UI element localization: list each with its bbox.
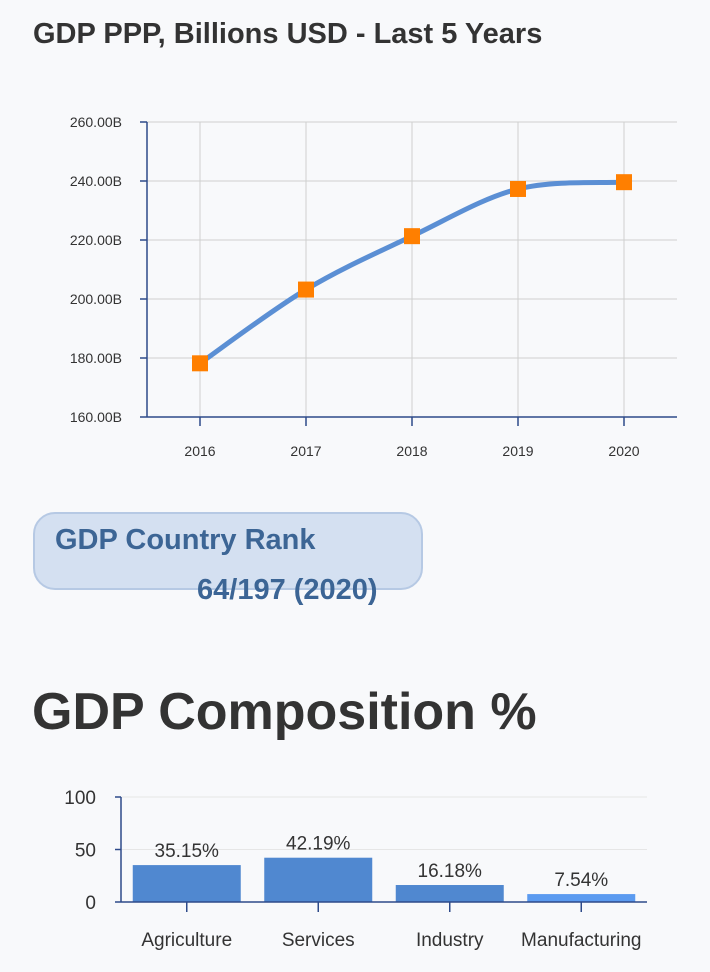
- x-tick-label: 2019: [502, 443, 533, 459]
- gdp-line-chart: 160.00B 180.00B 200.00B 220.00B 240.00B 260.0…: [70, 114, 677, 459]
- x-tick-label: 2016: [184, 443, 215, 459]
- rank-card: GDP Country Rank 64/197 (2020): [33, 512, 423, 606]
- x-tick-label: 2020: [608, 443, 639, 459]
- bar: [264, 857, 373, 902]
- bar: [395, 885, 504, 902]
- y-tick-label: 220.00B: [70, 232, 122, 248]
- x-tick-label: Manufacturing: [521, 930, 641, 951]
- composition-title: GDP Composition %: [32, 683, 537, 741]
- data-point-marker: [192, 355, 208, 372]
- bar-data-label: 16.18%: [418, 861, 483, 882]
- x-tick-label: Industry: [416, 930, 484, 951]
- y-tick-label: 200.00B: [70, 291, 122, 307]
- y-tick-label: 0: [85, 893, 96, 914]
- y-tick-label: 50: [75, 841, 96, 862]
- x-tick-label: 2017: [290, 443, 321, 459]
- bar: [527, 894, 636, 902]
- data-point-marker: [616, 174, 632, 191]
- rank-label: GDP Country Rank: [55, 524, 316, 556]
- line-chart-title: GDP PPP, Billions USD - Last 5 Years: [33, 18, 543, 50]
- x-tick-label: Agriculture: [141, 930, 232, 951]
- bar-data-label: 7.54%: [554, 870, 608, 891]
- y-tick-label: 160.00B: [70, 409, 122, 425]
- y-tick-label: 260.00B: [70, 114, 122, 130]
- bar: [132, 865, 241, 902]
- y-tick-label: 180.00B: [70, 350, 122, 366]
- data-point-marker: [510, 180, 526, 197]
- rank-value: 64/197 (2020): [197, 574, 378, 606]
- x-tick-label: 2018: [396, 443, 427, 459]
- data-point-marker: [298, 281, 314, 298]
- gdp-composition-bar-chart: 0 50 100 35.15% Agriculture 42.19% Services 16.…: [64, 788, 647, 951]
- data-point-marker: [404, 228, 420, 245]
- bar-data-label: 35.15%: [155, 841, 220, 862]
- x-tick-label: Services: [282, 930, 355, 951]
- y-tick-label: 100: [64, 788, 96, 809]
- bar-data-label: 42.19%: [286, 834, 351, 855]
- y-tick-label: 240.00B: [70, 173, 122, 189]
